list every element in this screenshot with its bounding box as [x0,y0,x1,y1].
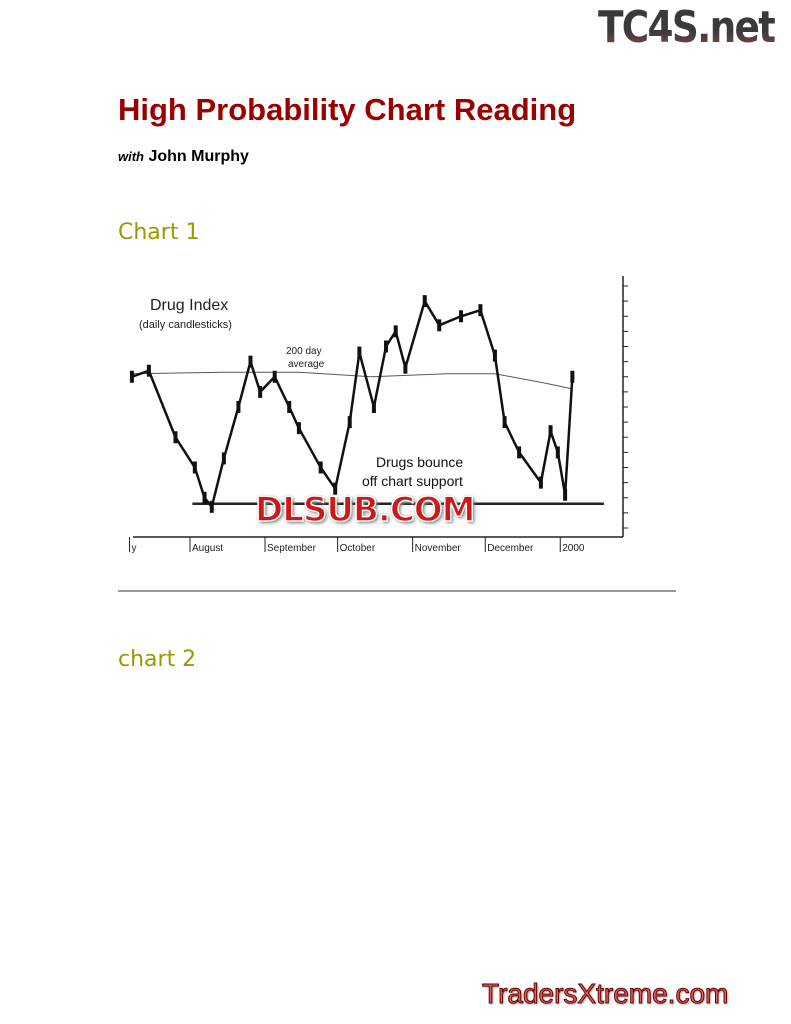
support-annotation-2: off chart support [362,473,463,489]
candlestick [403,361,408,374]
ma-annotation-2: average [288,359,325,370]
candlestick [296,422,301,435]
candlestick [357,346,362,359]
candlestick [209,500,214,513]
page-title: High Probability Chart Reading [118,92,577,127]
candlestick [422,295,427,308]
candlestick [570,370,575,383]
candlestick [236,401,241,413]
candlestick [258,385,263,398]
candlestick [478,304,483,317]
candlestick [192,461,197,474]
candlestick [555,446,560,459]
byline: with John Murphy [118,148,249,166]
candlestick [202,491,207,504]
candlestick [248,355,253,368]
byline-with: with [118,149,144,164]
tradersxtreme-logo: TradersXtreme.com [481,978,729,1010]
x-tick-label: September [267,543,317,554]
price-line [131,298,574,510]
candlestick [517,446,522,459]
candlestick [318,461,323,474]
chart-subtitle: (daily candlesticks) [139,319,232,331]
chart-2-heading: chart 2 [118,647,197,672]
candlestick [492,349,497,362]
candlestick [437,319,442,332]
x-tick-label: October [340,543,376,554]
moving-average-line [131,371,573,390]
candlestick [548,425,553,438]
candlestick [347,416,352,429]
drug-index-chart: 4054003953903853803753703653603553503453… [129,276,628,554]
x-tick-label: December [487,543,534,554]
candlestick [333,482,338,495]
candlestick [173,431,178,444]
x-tick-label: 2000 [562,543,585,554]
candlestick [221,452,226,465]
x-tick-label: August [192,543,223,554]
support-annotation-1: Drugs bounce [376,454,463,470]
candlestick [146,364,151,377]
x-tick-label: y [132,543,137,554]
chart-1-heading: Chart 1 [118,220,200,245]
candlestick [272,370,277,383]
candlestick [538,476,543,489]
ma-annotation-1: 200 day [286,346,322,357]
candlestick [371,401,376,413]
dlsub-watermark: DLSUB.COM [254,489,476,531]
candlestick [393,325,398,338]
candlestick [384,340,389,353]
chart-title: Drug Index [150,297,228,314]
candlestick [502,416,507,429]
section-divider [118,590,676,592]
candlestick [129,370,134,383]
candlestick [459,310,464,323]
author: John Murphy [148,148,249,165]
candlestick [563,488,568,501]
candlestick [287,401,292,413]
tc4s-logo: TC4S.net [598,2,776,53]
x-tick-label: November [415,543,462,554]
